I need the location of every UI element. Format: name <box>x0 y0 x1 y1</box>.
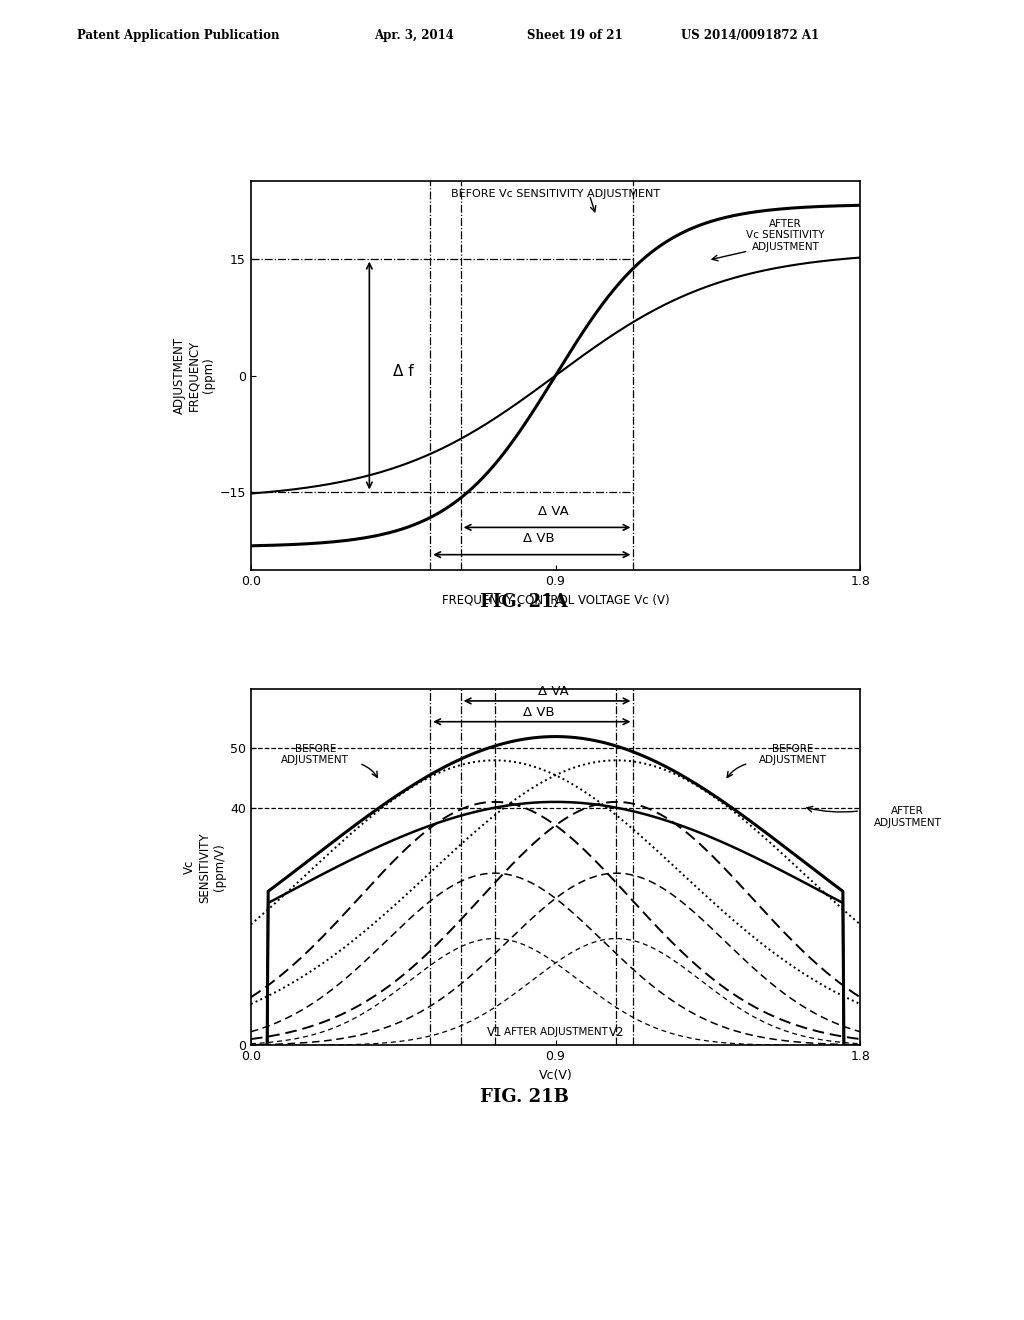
Text: AFTER ADJUSTMENT: AFTER ADJUSTMENT <box>504 1027 607 1036</box>
Text: BEFORE
ADJUSTMENT: BEFORE ADJUSTMENT <box>759 743 826 766</box>
Text: Patent Application Publication: Patent Application Publication <box>77 29 280 42</box>
Text: AFTER
Vc SENSITIVITY
ADJUSTMENT: AFTER Vc SENSITIVITY ADJUSTMENT <box>746 219 825 252</box>
Y-axis label: ADJUSTMENT
FREQUENCY
(ppm): ADJUSTMENT FREQUENCY (ppm) <box>172 337 215 414</box>
Text: BEFORE Vc SENSITIVITY ADJUSTMENT: BEFORE Vc SENSITIVITY ADJUSTMENT <box>451 189 660 198</box>
Text: Δ VA: Δ VA <box>539 506 569 517</box>
X-axis label: Vc(V): Vc(V) <box>539 1069 572 1082</box>
Y-axis label: Vc
SENSITIVITY
(ppm/V): Vc SENSITIVITY (ppm/V) <box>183 832 226 903</box>
Text: V1: V1 <box>486 1027 503 1040</box>
Text: Δ VA: Δ VA <box>539 685 569 698</box>
Text: Δ VB: Δ VB <box>523 706 554 718</box>
Text: Δ f: Δ f <box>393 364 414 379</box>
Text: V2: V2 <box>608 1027 625 1040</box>
Text: Sheet 19 of 21: Sheet 19 of 21 <box>527 29 623 42</box>
Text: US 2014/0091872 A1: US 2014/0091872 A1 <box>681 29 819 42</box>
X-axis label: FREQUENCY CONTROL VOLTAGE Vc (V): FREQUENCY CONTROL VOLTAGE Vc (V) <box>441 594 670 607</box>
Text: FIG. 21A: FIG. 21A <box>480 593 568 611</box>
Text: BEFORE
ADJUSTMENT: BEFORE ADJUSTMENT <box>282 743 349 766</box>
Text: Δ VB: Δ VB <box>523 532 554 545</box>
Text: Apr. 3, 2014: Apr. 3, 2014 <box>374 29 454 42</box>
Text: FIG. 21B: FIG. 21B <box>480 1088 568 1106</box>
Text: AFTER
ADJUSTMENT: AFTER ADJUSTMENT <box>873 807 942 828</box>
